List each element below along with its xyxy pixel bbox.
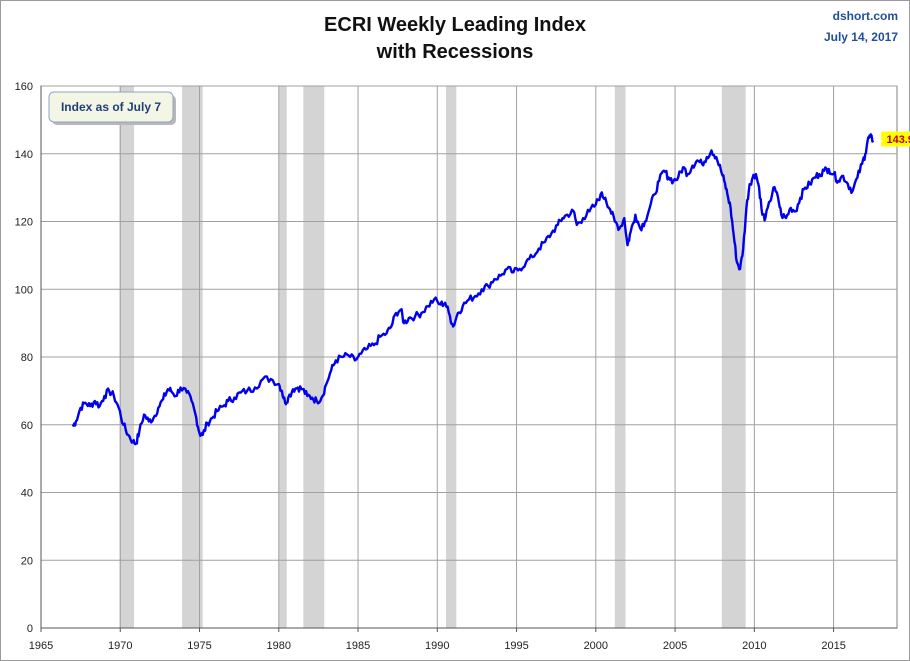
series-line: [71, 133, 875, 446]
x-tick-label: 1965: [29, 640, 53, 652]
x-tick-label: 1990: [425, 640, 449, 652]
x-tick-label: 1995: [504, 640, 528, 652]
y-tick-label: 60: [21, 420, 33, 432]
y-tick-label: 120: [15, 217, 33, 229]
x-tick-label: 1975: [187, 640, 211, 652]
annotation-text: Index as of July 7: [61, 100, 161, 114]
y-tick-label: 40: [21, 488, 33, 500]
x-tick-label: 2010: [742, 640, 766, 652]
source-block: dshort.com July 14, 2017: [824, 6, 898, 48]
y-tick-label: 140: [15, 149, 33, 161]
y-tick-label: 80: [21, 352, 33, 364]
y-tick-label: 0: [27, 623, 33, 635]
source-date: July 14, 2017: [823, 30, 898, 44]
chart-title-line-2: with Recessions: [376, 41, 534, 63]
last-value-label: 143.9: [886, 134, 910, 146]
chart-title: ECRI Weekly Leading Index with Recession…: [0, 12, 910, 66]
last-value-badge: [881, 131, 910, 147]
x-tick-label: 1985: [346, 640, 370, 652]
chart-title-line-1: ECRI Weekly Leading Index: [324, 14, 586, 36]
source-credit: dshort.com: [832, 9, 898, 23]
x-tick-label: 2005: [663, 640, 687, 652]
x-tick-label: 2000: [584, 640, 608, 652]
y-tick-label: 100: [15, 284, 33, 296]
annotation-box: [48, 91, 174, 123]
y-tick-label: 160: [15, 81, 33, 93]
x-tick-label: 2015: [821, 640, 845, 652]
y-tick-label: 20: [21, 555, 33, 567]
x-tick-label: 1980: [267, 640, 291, 652]
x-tick-label: 1970: [108, 640, 132, 652]
